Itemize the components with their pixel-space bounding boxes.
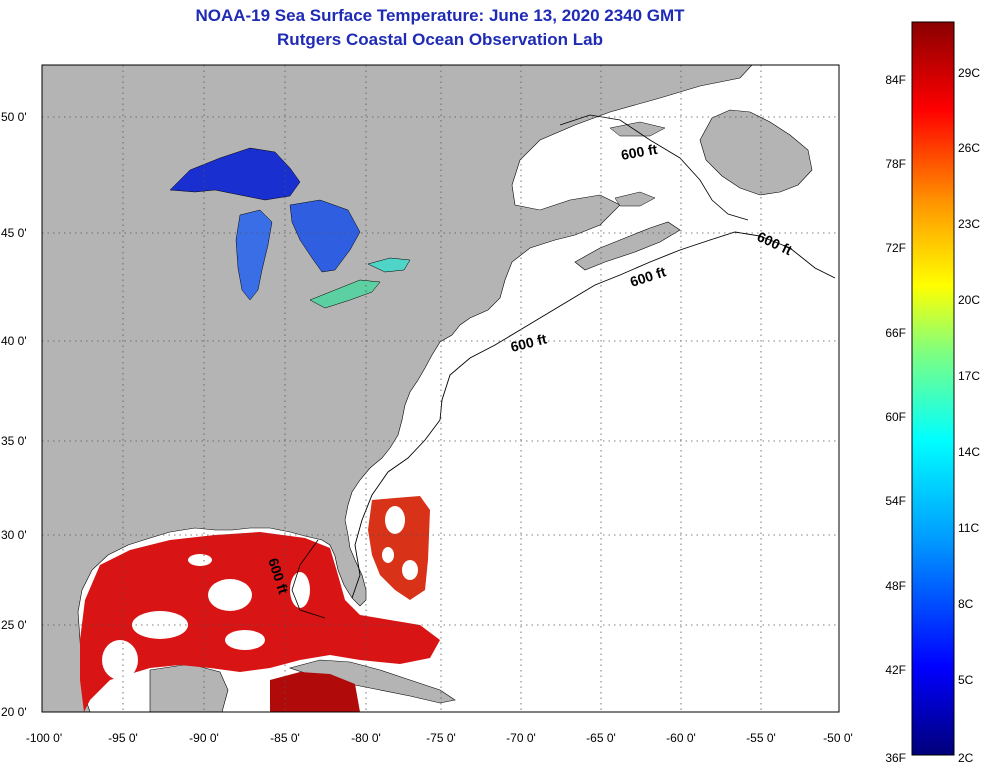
lon-tick-label: -75 0'	[426, 731, 456, 745]
lon-axis: -100 0' -95 0' -90 0' -85 0' -80 0' -75 …	[26, 731, 853, 745]
depth-contour-600ft	[559, 114, 749, 221]
land-yucatan	[149, 663, 229, 712]
colorbar-f-label: 84F	[885, 73, 906, 87]
caribbean-sst	[270, 672, 360, 712]
lon-tick-label: -85 0'	[270, 731, 300, 745]
graticule	[42, 65, 839, 712]
lat-tick-label: 20 0'	[1, 705, 27, 719]
land-newfoundland	[699, 109, 813, 196]
colorbar-c-label: 5C	[958, 673, 974, 687]
contour-label: 600 ft	[620, 141, 659, 163]
land-island	[614, 191, 656, 207]
lake-huron	[289, 199, 361, 273]
lat-tick-label: 45 0'	[1, 226, 27, 240]
colorbar-f-label: 72F	[885, 241, 906, 255]
lake-superior	[169, 147, 301, 201]
map-subtitle: Rutgers Coastal Ocean Observation Lab	[277, 30, 603, 49]
cloud-gaps	[382, 506, 418, 580]
colorbar-c-label: 20C	[958, 293, 980, 307]
lat-tick-label: 40 0'	[1, 334, 27, 348]
colorbar	[911, 21, 955, 756]
lat-tick-label: 50 0'	[1, 110, 27, 124]
lon-tick-label: -95 0'	[108, 731, 138, 745]
lon-tick-label: -50 0'	[823, 731, 853, 745]
colorbar-c-label: 14C	[958, 445, 980, 459]
lat-tick-label: 30 0'	[1, 528, 27, 542]
lon-tick-label: -80 0'	[351, 731, 381, 745]
colorbar-f-label: 60F	[885, 410, 906, 424]
lon-tick-label: -65 0'	[586, 731, 616, 745]
colorbar-f-label: 54F	[885, 494, 906, 508]
lon-tick-label: -100 0'	[26, 731, 62, 745]
cloud-gaps	[102, 554, 310, 680]
lat-tick-label: 25 0'	[1, 618, 27, 632]
colorbar-c-label: 17C	[958, 369, 980, 383]
lon-tick-label: -60 0'	[666, 731, 696, 745]
colorbar-c-label: 8C	[958, 597, 974, 611]
colorbar-f-label: 48F	[885, 579, 906, 593]
colorbar-f-label: 78F	[885, 157, 906, 171]
colorbar-c-label: 29C	[958, 66, 980, 80]
map-frame	[41, 64, 840, 713]
colorbar-f-label: 66F	[885, 326, 906, 340]
lat-tick-label: 35 0'	[1, 434, 27, 448]
colorbar-f-label: 42F	[885, 663, 906, 677]
lon-tick-label: -70 0'	[506, 731, 536, 745]
colorbar-c-label: 26C	[958, 141, 980, 155]
lon-tick-label: -55 0'	[746, 731, 776, 745]
depth-contour-600ft	[291, 539, 326, 619]
lake-ontario	[367, 257, 411, 273]
map-title: NOAA-19 Sea Surface Temperature: June 13…	[195, 6, 685, 25]
colorbar-c-label: 11C	[958, 521, 979, 535]
colorbar-c-label: 2C	[958, 751, 974, 765]
gulf-sst-field	[80, 532, 440, 712]
colorbar-f-labels: 84F 78F 72F 66F 60F 54F 48F 42F 36F	[885, 73, 906, 765]
land-north-america	[42, 65, 753, 712]
lat-axis: 50 0' 45 0' 40 0' 35 0' 30 0' 25 0' 20 0…	[1, 110, 27, 719]
colorbar-c-label: 23C	[958, 217, 980, 231]
lon-tick-label: -90 0'	[189, 731, 219, 745]
lake-erie	[309, 279, 381, 309]
lake-michigan	[235, 209, 273, 301]
colorbar-c-labels: 29C 26C 23C 20C 17C 14C 11C 8C 5C 2C	[958, 66, 980, 765]
colorbar-f-label: 36F	[885, 751, 906, 765]
land-island	[609, 121, 666, 137]
